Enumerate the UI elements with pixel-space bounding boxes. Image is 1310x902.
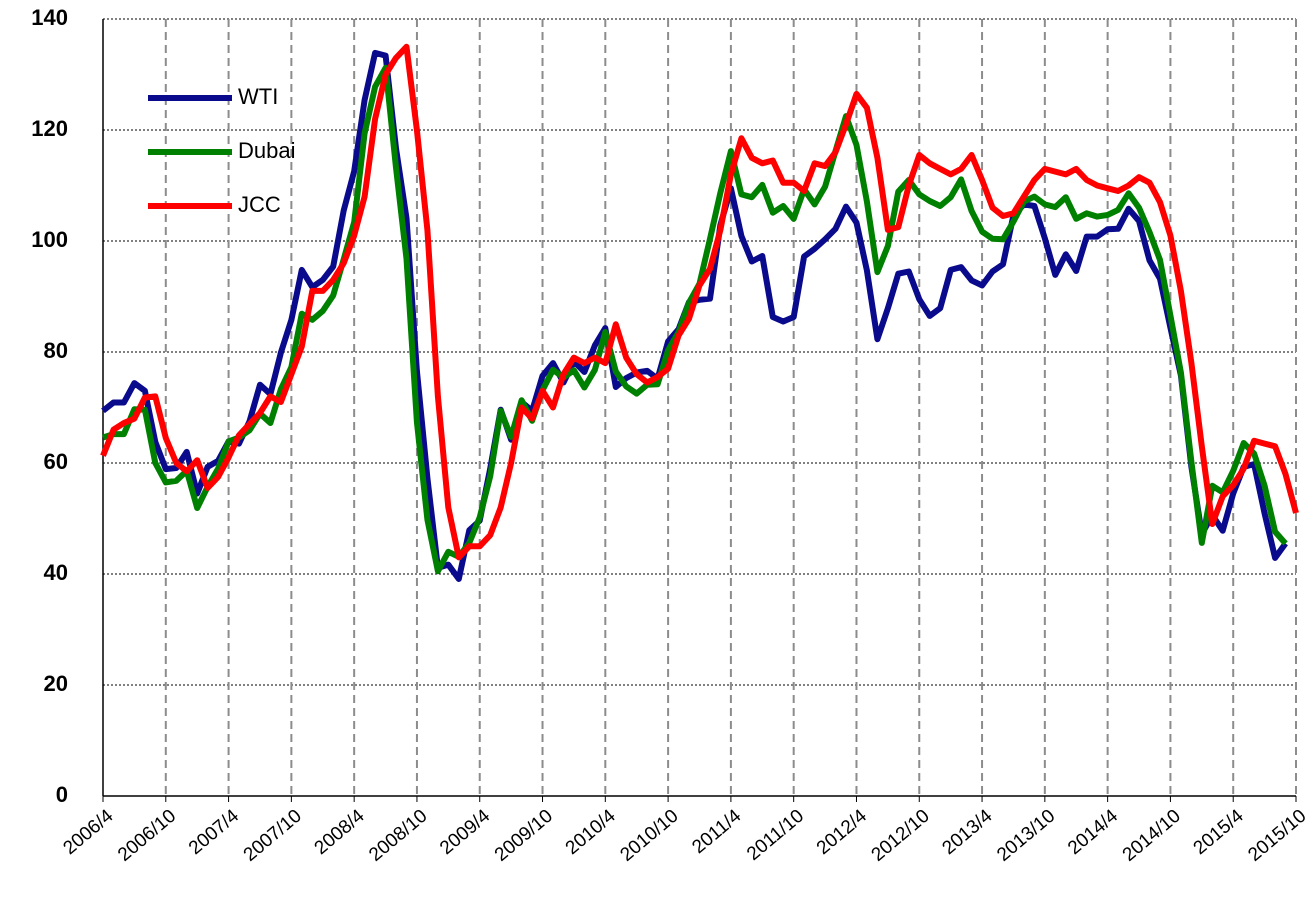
x-tick-label: 2015/10 <box>1244 806 1310 866</box>
legend-label: Dubai <box>238 138 295 163</box>
y-tick-label: 80 <box>44 338 68 363</box>
y-tick-label: 100 <box>31 227 68 252</box>
x-tick-label: 2013/10 <box>993 806 1059 866</box>
x-tick-label: 2013/4 <box>938 805 996 859</box>
y-tick-label: 20 <box>44 671 68 696</box>
x-tick-label: 2006/4 <box>59 805 117 859</box>
x-tick-label: 2006/10 <box>114 806 180 866</box>
x-tick-label: 2011/4 <box>688 805 745 858</box>
x-tick-label: 2010/10 <box>616 806 682 866</box>
y-tick-label: 120 <box>31 116 68 141</box>
x-tick-label: 2014/4 <box>1064 805 1122 859</box>
series-line <box>100 43 1299 561</box>
x-tick-label: 2008/4 <box>311 805 369 859</box>
x-tick-label: 2009/10 <box>491 806 557 866</box>
x-tick-label: 2015/4 <box>1190 805 1248 859</box>
legend-label: WTI <box>238 84 278 109</box>
x-tick-label: 2009/4 <box>436 805 494 859</box>
x-tick-label: 2011/10 <box>743 806 808 865</box>
legend-label: JCC <box>238 192 281 217</box>
x-tick-label: 2010/4 <box>562 805 620 859</box>
x-tick-label: 2012/4 <box>813 805 871 859</box>
x-tick-label: 2007/10 <box>240 806 306 866</box>
y-tick-label: 40 <box>44 560 68 585</box>
y-tick-label: 0 <box>56 782 68 807</box>
y-tick-label: 60 <box>44 449 68 474</box>
x-tick-label: 2012/10 <box>868 806 934 866</box>
y-tick-label: 140 <box>31 5 68 30</box>
x-tick-label: 2007/4 <box>185 805 243 859</box>
x-tick-label: 2008/10 <box>365 806 431 866</box>
x-tick-label: 2014/10 <box>1119 806 1185 866</box>
